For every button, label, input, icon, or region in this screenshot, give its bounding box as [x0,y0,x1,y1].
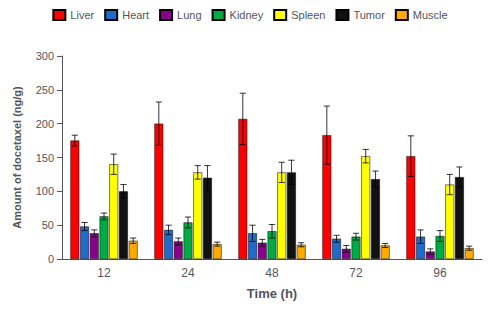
svg-text:48: 48 [265,266,279,280]
svg-text:12: 12 [97,266,111,280]
svg-text:150: 150 [36,152,54,164]
svg-text:Tumor: Tumor [353,9,385,21]
svg-text:96: 96 [433,266,447,280]
svg-text:Spleen: Spleen [291,9,325,21]
svg-text:Amount of docetaxel (ng/g): Amount of docetaxel (ng/g) [11,86,23,229]
svg-text:Time (h): Time (h) [247,286,297,301]
svg-text:Heart: Heart [122,9,149,21]
svg-text:200: 200 [36,118,54,130]
svg-text:Muscle: Muscle [413,9,448,21]
svg-text:Lung: Lung [177,9,201,21]
svg-text:72: 72 [349,266,363,280]
svg-text:300: 300 [36,50,54,62]
svg-text:50: 50 [42,219,54,231]
svg-text:Liver: Liver [70,9,94,21]
svg-text:100: 100 [36,185,54,197]
svg-text:Kidney: Kidney [230,9,264,21]
svg-text:0: 0 [48,253,54,265]
svg-text:250: 250 [36,84,54,96]
svg-text:24: 24 [181,266,195,280]
